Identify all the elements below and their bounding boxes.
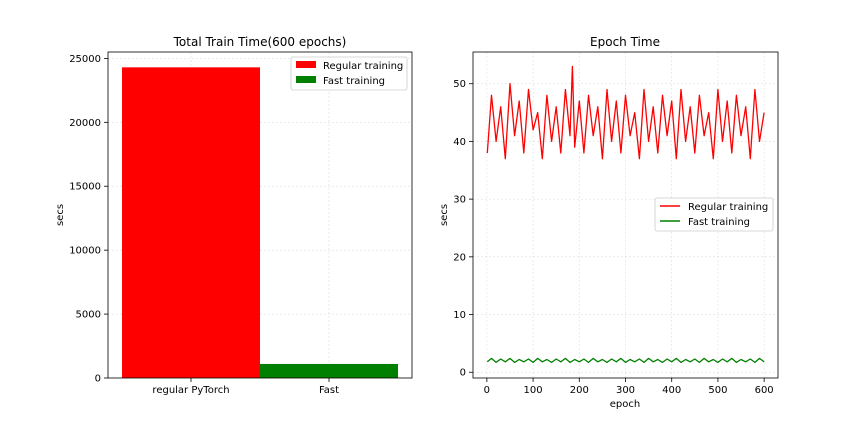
x-tick-label: 0 <box>484 385 490 396</box>
y-tick-label: 15000 <box>69 182 101 193</box>
x-tick-label: 400 <box>662 385 681 396</box>
legend-swatch-regular <box>296 61 316 68</box>
x-tick-label: 200 <box>570 385 589 396</box>
legend-label-regular-line: Regular training <box>688 202 768 213</box>
y-tick-label: 10 <box>453 310 466 321</box>
x-tick-label: 100 <box>524 385 543 396</box>
y-tick-label: 0 <box>460 368 466 379</box>
y-tick-label: 10000 <box>69 246 101 257</box>
legend-label-regular: Regular training <box>323 61 403 72</box>
x-tick-label: 600 <box>755 385 774 396</box>
legend-swatch-fast <box>296 76 316 83</box>
left-y-axis-label: secs <box>55 204 66 226</box>
left-plot-frame <box>107 51 413 379</box>
right-y-ticks: 0 10 20 30 40 50 <box>453 79 473 379</box>
y-tick-label: 40 <box>453 137 466 148</box>
x-tick-label: regular PyTorch <box>152 385 229 396</box>
bar <box>260 363 398 378</box>
y-tick-label: 20 <box>453 252 466 263</box>
right-chart-title: Epoch Time <box>590 35 660 49</box>
epoch-time-chart: 0 10 20 30 40 50 0 100 200 300 400 500 600 Epoch Ti… <box>439 35 779 410</box>
right-legend: Regular training Fast training <box>654 197 774 232</box>
x-tick-label: 500 <box>708 385 727 396</box>
left-chart-title: Total Train Time(600 epochs) <box>173 35 347 49</box>
y-tick-label: 50 <box>453 79 466 90</box>
right-lines <box>486 65 765 364</box>
y-tick-label: 30 <box>453 195 466 206</box>
right-legend-box <box>654 197 774 232</box>
y-tick-label: 25000 <box>69 54 101 65</box>
series-line <box>486 65 765 160</box>
right-x-axis-label: epoch <box>610 399 640 410</box>
total-train-time-chart: 0 5000 10000 15000 20000 25000 regular PyTorc… <box>55 35 413 396</box>
left-x-ticks: regular PyTorch Fast <box>152 378 339 396</box>
left-legend: Regular training Fast training <box>290 56 408 91</box>
x-tick-label: 300 <box>616 385 635 396</box>
left-bars <box>122 67 398 378</box>
y-tick-label: 20000 <box>69 118 101 129</box>
y-tick-label: 5000 <box>76 310 101 321</box>
series-line <box>486 357 765 364</box>
y-tick-label: 0 <box>95 374 101 385</box>
left-y-ticks: 0 5000 10000 15000 20000 25000 <box>69 54 108 385</box>
legend-label-fast: Fast training <box>323 76 385 87</box>
right-grid <box>473 52 778 378</box>
left-legend-box <box>290 56 408 91</box>
bar <box>122 67 260 378</box>
x-tick-label: Fast <box>319 385 339 396</box>
right-y-axis-label: secs <box>439 204 450 226</box>
legend-label-fast-line: Fast training <box>688 217 750 228</box>
right-x-ticks: 0 100 200 300 400 500 600 <box>484 378 774 396</box>
